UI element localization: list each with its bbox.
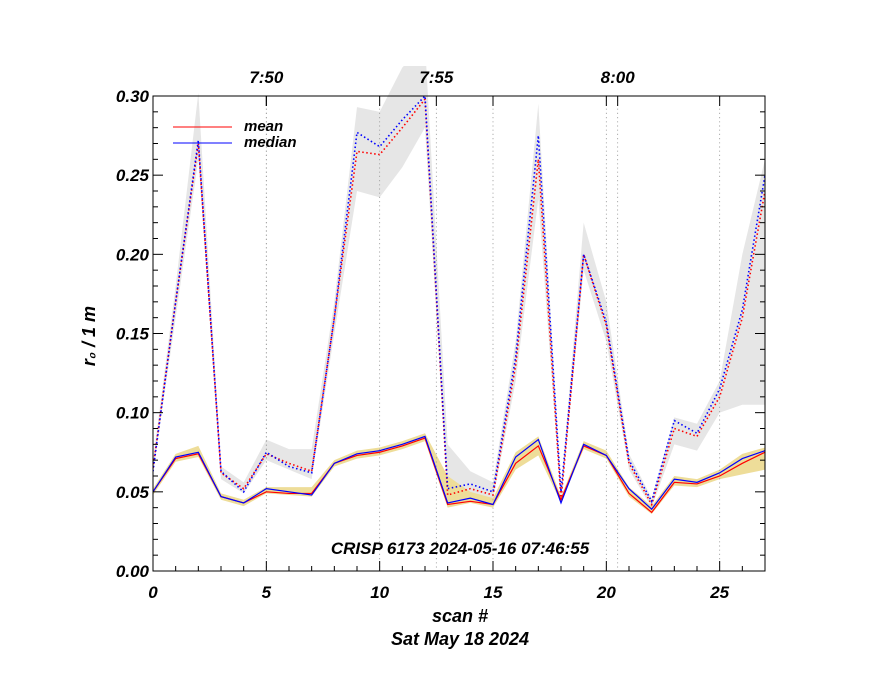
x-tick-label: 15	[484, 583, 503, 602]
series-lower-mean	[153, 437, 765, 514]
x-tick-label: 25	[709, 583, 729, 602]
x-axis-title: scan #	[432, 606, 488, 626]
y-tick-label: 0.10	[116, 404, 150, 423]
time-tick-label: 7:55	[419, 68, 454, 87]
x-tick-label: 5	[262, 583, 272, 602]
y-tick-label: 0.15	[116, 325, 150, 344]
series-upper-mean	[153, 97, 765, 507]
series-lower-median	[153, 435, 765, 511]
chart-annotation: CRISP 6173 2024-05-16 07:46:55	[331, 539, 590, 558]
y-tick-label: 0.20	[116, 245, 150, 264]
confidence-bands	[153, 66, 765, 514]
time-tick-label: 8:00	[601, 68, 636, 87]
legend: mean median	[173, 118, 297, 151]
series-lines	[153, 94, 765, 514]
y-tick-label: 0.00	[116, 562, 150, 581]
band-upper	[153, 66, 765, 508]
y-axis-title: r₀ / 1 m	[79, 306, 99, 366]
legend-mean-label: mean	[244, 118, 283, 135]
x-tick-label: 10	[370, 583, 389, 602]
legend-median-label: median	[244, 134, 297, 151]
time-tick-label: 7:50	[249, 68, 284, 87]
axis-ticks	[152, 95, 766, 572]
y-tick-label: 0.30	[116, 87, 150, 106]
date-label: Sat May 18 2024	[391, 629, 529, 649]
x-tick-label: 0	[148, 583, 158, 602]
y-tick-label: 0.25	[116, 166, 150, 185]
x-tick-label: 20	[596, 583, 616, 602]
axis-tick-labels: 0 5 10 15 20 25 0.00 0.05 0.10 0.15 0.20 0.25 0.30 7:…	[116, 68, 730, 602]
y-tick-label: 0.05	[116, 483, 150, 502]
